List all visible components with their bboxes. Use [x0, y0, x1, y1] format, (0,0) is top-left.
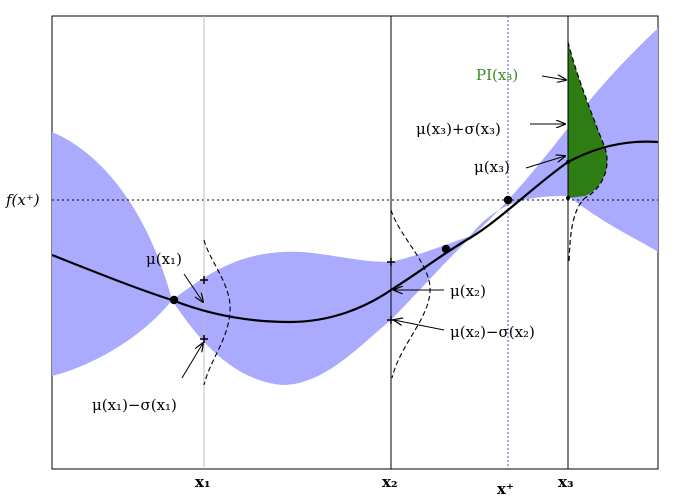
plus-marker-mu-plus-sigma-x2 — [387, 258, 395, 266]
y-axis-label-fxplus: f(x⁺) — [5, 191, 40, 209]
marker-fxplus-x3 — [566, 196, 570, 200]
annotation-mu-x1: μ(x₁) — [146, 250, 182, 268]
arrow-mu-x1 — [183, 273, 203, 302]
arrow-mu-minus-sigma-x1 — [181, 343, 203, 379]
confidence-band — [52, 28, 658, 385]
plus-marker-mu-plus-sigma-x1 — [200, 276, 208, 284]
annotation-mu-x2: μ(x₂) — [450, 282, 486, 300]
annotation-mu-x3: μ(x₃) — [474, 158, 510, 176]
x-tick-label-x3: x₃ — [558, 473, 574, 491]
observation-point — [503, 195, 513, 205]
x-tick-label-x2: x₂ — [382, 473, 398, 491]
arrow-mu-minus-sigma-x2 — [394, 320, 445, 331]
x-tick-label-x1: x₁ — [195, 473, 211, 491]
density-curve-x1 — [203, 239, 231, 386]
annotation-pi-x3: PI(x₃) — [476, 66, 518, 84]
marker-mu-x3 — [566, 160, 570, 164]
density-curve-x3 — [567, 41, 608, 263]
arrow-mu-x3 — [525, 156, 565, 169]
annotation-mu-plus-sigma-x3: μ(x₃)+σ(x₃) — [416, 120, 501, 138]
density-curve-x2 — [390, 209, 431, 379]
annotation-mu-minus-sigma-x1: μ(x₁)−σ(x₁) — [92, 396, 177, 414]
probability-of-improvement-area — [568, 42, 608, 198]
arrow-pi-x3 — [541, 76, 566, 80]
observation-point — [441, 244, 451, 254]
x-tick-label-xplus: x⁺ — [497, 480, 514, 498]
observation-point — [169, 295, 179, 305]
annotation-mu-minus-sigma-x2: μ(x₂)−σ(x₂) — [450, 323, 535, 341]
